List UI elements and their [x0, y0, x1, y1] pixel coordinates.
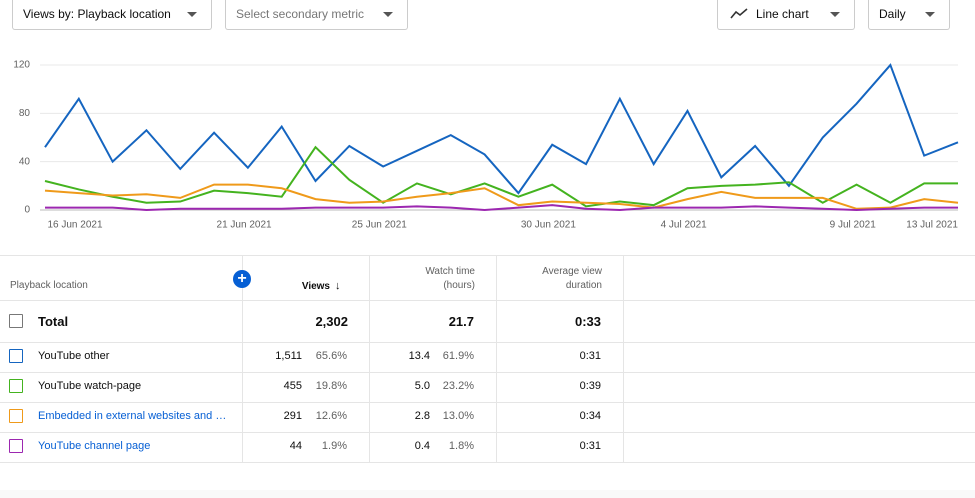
row-divider [0, 402, 975, 403]
chart: 0 40 80 120 16 Jun 2021 21 Jun 2021 25 Jun 202… [13, 60, 959, 231]
total-avg: 0:33 [574, 314, 601, 329]
row-divider [0, 300, 975, 301]
header-watch: Watch time (hours) [425, 266, 475, 291]
total-label: Total [38, 314, 69, 329]
y-tick-label: 40 [19, 156, 31, 167]
y-tick-label: 120 [13, 60, 30, 71]
row-views-pct: 65.6% [315, 350, 347, 362]
col-divider [242, 255, 243, 462]
series-line [44, 63, 959, 195]
row-watch: 13.4 [408, 350, 430, 362]
footer-bg [0, 490, 975, 498]
row-name: YouTube channel page [38, 440, 151, 452]
col-divider [623, 255, 624, 462]
x-tick-label: 21 Jun 2021 [217, 220, 272, 231]
arrow [830, 12, 840, 17]
series-line [44, 145, 958, 208]
row-views-pct: 19.8% [315, 380, 347, 392]
arrow [187, 12, 197, 17]
total-watch: 21.7 [448, 314, 474, 329]
row-watch-pct: 23.2% [442, 380, 474, 392]
chart-type-label: Line chart [756, 7, 809, 21]
sort-arrow: ↓ [335, 280, 341, 292]
y-tick-label: 0 [24, 205, 30, 216]
row-avg: 0:31 [579, 440, 601, 452]
row-name: YouTube watch-page [38, 380, 142, 392]
row-watch-pct: 61.9% [442, 350, 474, 362]
row-views: 291 [283, 410, 302, 422]
row-divider [0, 342, 975, 343]
header-views: Views [301, 281, 330, 292]
series-line [44, 183, 959, 210]
checkbox [9, 314, 23, 328]
arrow [925, 12, 935, 17]
row-avg: 0:31 [579, 350, 601, 362]
row-views: 455 [283, 380, 302, 392]
row-checkbox[interactable] [9, 409, 23, 423]
row-views-pct: 12.6% [315, 410, 347, 422]
x-tick-label: 16 Jun 2021 [47, 220, 102, 231]
header-location: Playback location [10, 280, 88, 291]
y-tick-label: 80 [19, 108, 31, 119]
metric-label: Views by: Playback location [23, 7, 171, 21]
row-checkbox[interactable] [9, 379, 23, 393]
row-watch: 5.0 [414, 380, 430, 392]
row-watch: 0.4 [414, 440, 430, 452]
x-tick-label: 9 Jul 2021 [830, 220, 877, 231]
row-avg: 0:39 [579, 380, 601, 392]
row-divider [0, 432, 975, 433]
row-views-pct: 1.9% [321, 440, 347, 452]
col-divider [369, 255, 370, 462]
row-name: YouTube other [38, 350, 110, 362]
row-watch: 2.8 [414, 410, 430, 422]
line-icon [730, 8, 748, 19]
row-divider [0, 372, 975, 373]
row-checkbox[interactable] [9, 349, 23, 363]
chart-type-dropdown[interactable]: Line chart [717, 0, 855, 30]
metric-dropdown[interactable]: Views by: Playback location [12, 0, 212, 30]
arrow [383, 12, 393, 17]
row-name: Embedded in external websites and … [38, 410, 227, 422]
col-divider [496, 255, 497, 462]
row-avg: 0:34 [579, 410, 601, 422]
header-avg: Average view duration [542, 266, 602, 291]
add-column-button[interactable]: + [233, 270, 251, 288]
row-checkbox[interactable] [9, 439, 23, 453]
interval-dropdown[interactable]: Daily [868, 0, 950, 30]
row-divider [0, 462, 975, 463]
x-tick-label: 25 Jun 2021 [352, 220, 407, 231]
row-divider [0, 255, 975, 256]
x-tick-label: 13 Jul 2021 [906, 220, 958, 231]
row-views: 1,511 [275, 350, 302, 362]
row-watch-pct: 13.0% [442, 410, 474, 422]
row-views: 44 [289, 440, 302, 452]
interval-label: Daily [879, 7, 906, 21]
total-views: 2,302 [315, 314, 348, 329]
row-watch-pct: 1.8% [448, 440, 474, 452]
secondary-dropdown[interactable]: Select secondary metric [225, 0, 408, 30]
x-tick-label: 30 Jun 2021 [521, 220, 576, 231]
secondary-label: Select secondary metric [236, 7, 365, 21]
series-line [45, 204, 958, 212]
x-tick-label: 4 Jul 2021 [661, 220, 708, 231]
